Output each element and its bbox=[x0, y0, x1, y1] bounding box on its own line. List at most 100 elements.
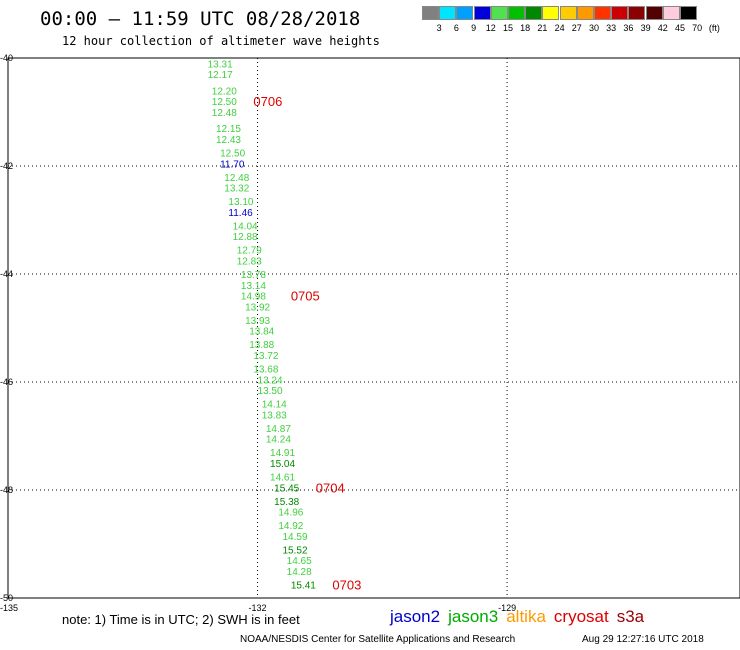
chart-subtitle: 12 hour collection of altimeter wave hei… bbox=[62, 34, 380, 48]
note-text: note: 1) Time is in UTC; 2) SWH is in fe… bbox=[62, 612, 300, 627]
wave-height-value: 13.84 bbox=[249, 327, 274, 338]
pass-time-label: 0704 bbox=[316, 480, 345, 495]
grid-lines bbox=[8, 58, 740, 598]
wave-height-value: 13.50 bbox=[258, 386, 283, 397]
axis-ticks: -135-132-129-126-123-120-40-42-44-46-48-… bbox=[0, 53, 516, 613]
wave-height-value: 13.88 bbox=[249, 340, 274, 351]
wave-height-value: 12.15 bbox=[216, 124, 241, 135]
colorbar-label: 24 bbox=[554, 23, 565, 33]
wave-height-value: 12.48 bbox=[212, 108, 237, 119]
wave-height-value: 13.68 bbox=[253, 365, 278, 376]
colorbar-label: 42 bbox=[657, 23, 668, 33]
wave-height-value: 13.92 bbox=[245, 302, 270, 313]
wave-height-value: 15.45 bbox=[274, 483, 299, 494]
pass-time-label: 0705 bbox=[291, 289, 320, 304]
colorbar-swatch bbox=[680, 6, 697, 20]
mission-cryosat: cryosat bbox=[553, 607, 609, 626]
wave-height-value: 13.31 bbox=[208, 59, 233, 70]
wave-height-value: 14.04 bbox=[233, 221, 258, 232]
colorbar-label: 21 bbox=[537, 23, 548, 33]
y-tick-label: -44 bbox=[0, 269, 13, 279]
x-tick-label: -132 bbox=[249, 603, 267, 613]
time-labels: 070607050704070303300329023302303 bbox=[253, 94, 361, 593]
mission-jason3: jason3 bbox=[448, 607, 499, 626]
wave-height-value: 12.20 bbox=[212, 86, 237, 97]
wave-height-value: 14.14 bbox=[262, 400, 287, 411]
wave-height-value: 14.61 bbox=[270, 473, 295, 484]
wave-height-value: 13.93 bbox=[245, 316, 270, 327]
colorbar-swatch bbox=[645, 6, 663, 20]
mission-legend: jason2 jason3 altika cryosat s3a bbox=[390, 607, 652, 627]
colorbar-label: 27 bbox=[571, 23, 582, 33]
colorbar-label: 6 bbox=[453, 23, 459, 33]
colorbar-swatch bbox=[456, 6, 474, 20]
wave-height-value: 13.83 bbox=[262, 410, 287, 421]
colorbar-label: 45 bbox=[674, 23, 685, 33]
y-tick-label: -42 bbox=[0, 161, 13, 171]
wave-height-value: 14.24 bbox=[266, 435, 291, 446]
colorbar-swatch bbox=[508, 6, 525, 20]
colorbar-swatch bbox=[594, 6, 611, 20]
wave-height-value: 13.72 bbox=[253, 351, 278, 362]
y-tick-label: -48 bbox=[0, 485, 13, 495]
wave-height-value: 14.59 bbox=[283, 532, 308, 543]
wave-height-value: 12.83 bbox=[237, 257, 262, 268]
colorbar-swatch bbox=[559, 6, 577, 20]
colorbar-swatch bbox=[439, 6, 457, 20]
footer-timestamp: Aug 29 12:27:16 UTC 2018 bbox=[582, 634, 704, 645]
wave-height-value: 14.28 bbox=[287, 567, 312, 578]
plot-frame bbox=[7, 57, 740, 599]
y-tick-label: -40 bbox=[0, 53, 13, 63]
colorbar-label: (ft) bbox=[708, 23, 720, 33]
colorbar-swatch bbox=[628, 6, 646, 20]
wave-height-value: 12.50 bbox=[220, 149, 245, 160]
colorbar-swatch bbox=[473, 6, 491, 20]
wave-height-value: 15.41 bbox=[291, 581, 316, 592]
wave-height-value: 15.52 bbox=[283, 545, 308, 556]
wave-height-value: 12.88 bbox=[233, 232, 258, 243]
wave-height-value: 12.48 bbox=[224, 173, 249, 184]
colorbar-swatch bbox=[576, 6, 594, 20]
wave-height-value: 15.04 bbox=[270, 459, 295, 470]
wave-height-value: 14.65 bbox=[287, 556, 312, 567]
colorbar-label: 70 bbox=[692, 23, 703, 33]
x-tick-label: -135 bbox=[0, 603, 18, 613]
colorbar-label: 15 bbox=[502, 23, 513, 33]
mission-s3a: s3a bbox=[616, 607, 645, 626]
mission-jason2: jason2 bbox=[390, 607, 441, 626]
wave-height-points: 13.3112.1712.2012.5012.4812.1512.4312.50… bbox=[208, 59, 317, 592]
wave-height-value: 14.96 bbox=[278, 508, 303, 519]
wave-height-value: 14.91 bbox=[270, 448, 295, 459]
wave-height-value: 12.43 bbox=[216, 135, 241, 146]
footer-credit: NOAA/NESDIS Center for Satellite Applica… bbox=[240, 634, 516, 645]
colorbar-label: 30 bbox=[588, 23, 599, 33]
colorbar-swatch bbox=[611, 6, 629, 20]
wave-height-value: 15.38 bbox=[274, 497, 299, 508]
wave-height-value: 14.92 bbox=[278, 521, 303, 532]
chart-title: 00:00 – 11:59 UTC 08/28/2018 bbox=[40, 8, 361, 30]
colorbar-swatch bbox=[662, 6, 680, 20]
colorbar-label: 18 bbox=[520, 23, 531, 33]
wave-height-value: 13.14 bbox=[241, 281, 266, 292]
colorbar-swatch bbox=[542, 6, 560, 20]
wave-height-value: 14.87 bbox=[266, 424, 291, 435]
colorbar-swatch bbox=[490, 6, 508, 20]
colorbar-swatch bbox=[422, 6, 439, 20]
colorbar-label: 36 bbox=[623, 23, 634, 33]
pass-time-label: 0703 bbox=[332, 578, 361, 593]
colorbar-label: 39 bbox=[640, 23, 651, 33]
colorbar-swatch bbox=[525, 6, 543, 20]
wave-height-value: 13.10 bbox=[228, 197, 253, 208]
wave-height-value: 11.46 bbox=[228, 208, 253, 219]
colorbar-label: 3 bbox=[436, 23, 442, 33]
wave-height-value: 13.78 bbox=[241, 270, 266, 281]
wave-height-value: 11.70 bbox=[220, 159, 245, 170]
colorbar-label: 9 bbox=[471, 23, 477, 33]
wave-height-value: 13.32 bbox=[224, 184, 249, 195]
wave-height-value: 14.98 bbox=[241, 292, 266, 303]
x-tick-label: -129 bbox=[498, 603, 516, 613]
colorbar-label: 12 bbox=[485, 23, 496, 33]
wave-height-value: 12.17 bbox=[208, 70, 233, 81]
mission-altika: altika bbox=[506, 607, 546, 626]
